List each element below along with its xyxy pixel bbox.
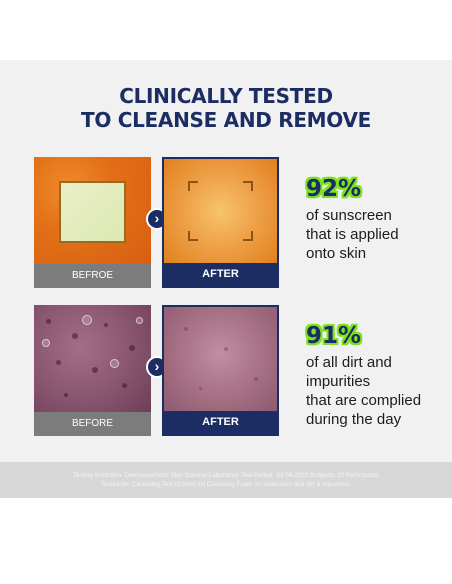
footer-line-2: Tested for: Cleansing Test of DIVE-IN Cl…: [100, 481, 352, 488]
percent-dirt: 91%: [306, 323, 362, 349]
after-label: AFTER: [164, 411, 277, 434]
footer-disclaimer: Testing institution: Dermaceumetic Skin …: [0, 462, 452, 498]
desc-dirt: of all dirt and impurities that are comp…: [306, 353, 421, 429]
desc-line: of sunscreen: [306, 207, 392, 224]
before-card-dirt: BEFORE: [34, 305, 151, 436]
desc-line: onto skin: [306, 245, 367, 262]
desc-line: during the day: [306, 411, 402, 428]
title-line-1: CLINICALLY TESTED: [119, 84, 333, 108]
frame-corner: [243, 181, 253, 191]
after-card-dirt: AFTER: [162, 305, 279, 436]
page-title: CLINICALLY TESTED TO CLEANSE AND REMOVE: [0, 84, 452, 132]
desc-line: of all dirt and: [306, 354, 392, 371]
frame-corner: [188, 181, 198, 191]
sunscreen-swatch: [59, 181, 126, 243]
after-label: AFTER: [164, 263, 277, 286]
after-image-sunscreen: [164, 159, 277, 263]
before-image-sunscreen: [34, 157, 151, 264]
desc-line: impurities: [306, 373, 371, 390]
frame-corner: [243, 231, 253, 241]
desc-line: that is applied: [306, 226, 399, 243]
footer-line-1: Testing institution: Dermaceumetic Skin …: [72, 472, 380, 479]
before-label: BEFORE: [34, 412, 151, 436]
desc-sunscreen: of sunscreen that is applied onto skin: [306, 206, 399, 263]
after-card-sunscreen: AFTER: [162, 157, 279, 288]
before-image-dirt: [34, 305, 151, 412]
title-line-2: TO CLEANSE AND REMOVE: [81, 108, 371, 132]
after-image-dirt: [164, 307, 277, 411]
before-label: BEFROE: [34, 264, 151, 288]
frame-corner: [188, 231, 198, 241]
before-card-sunscreen: BEFROE: [34, 157, 151, 288]
desc-line: that are complied: [306, 392, 422, 409]
percent-sunscreen: 92%: [306, 176, 362, 202]
